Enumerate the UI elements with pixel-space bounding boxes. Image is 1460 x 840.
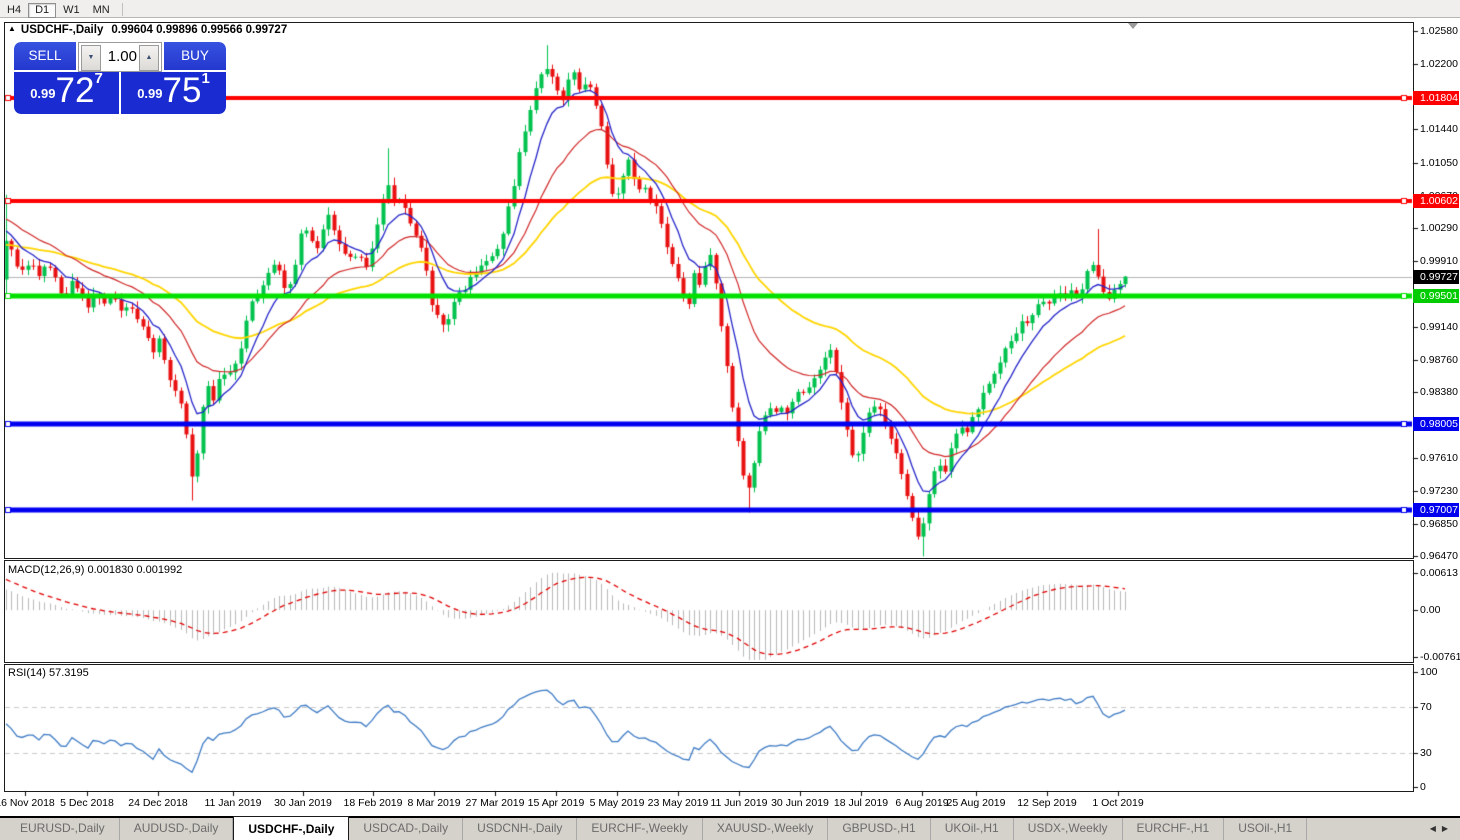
tab-scroll-left-icon[interactable]: ◀ <box>1429 824 1442 833</box>
current-price-label: 0.99727 <box>1413 269 1459 284</box>
level-price-label: 0.99501 <box>1413 288 1459 303</box>
date-tick-label: 30 Jun 2019 <box>771 797 829 809</box>
date-tick-label: 15 Apr 2019 <box>527 797 585 809</box>
date-tick-label: 27 Mar 2019 <box>465 797 525 809</box>
timeframe-toolbar: H4 D1 W1 MN <box>0 0 1460 18</box>
timeframe-buttons: H4 D1 W1 MN <box>0 0 116 18</box>
level-price-label: 1.00602 <box>1413 194 1459 209</box>
volume-value[interactable]: 1.00 <box>107 48 137 65</box>
tabs-container: EURUSD-,Daily AUDUSD-,Daily USDCHF-,Daily U… <box>0 816 1308 840</box>
date-tick-label: 5 Dec 2018 <box>60 797 114 809</box>
rsi-tick-label: 100 <box>1420 666 1438 679</box>
level-price-label: 1.01804 <box>1413 91 1459 106</box>
chart-shift-marker-icon <box>1128 23 1138 29</box>
sell-price-prefix: 0.99 <box>30 86 56 101</box>
date-tick-label: 11 Jun 2019 <box>710 797 768 809</box>
rsi-label: RSI(14) 57.3195 <box>8 667 89 679</box>
chart-tab-usdx-weekly[interactable]: USDX-,Weekly <box>1014 818 1123 840</box>
chart-tab-usdcad-daily[interactable]: USDCAD-,Daily <box>349 818 464 840</box>
macd-label: MACD(12,26,9) 0.001830 0.001992 <box>8 564 183 576</box>
title-arrow-icon: ▲ <box>8 24 16 33</box>
timeframe-button-h4[interactable]: H4 <box>7 4 22 16</box>
chart-tab-usdchf-daily[interactable]: USDCHF-,Daily <box>233 816 350 840</box>
volume-decrease-button[interactable]: ▼ <box>81 45 101 71</box>
date-tick-label: 24 Dec 2018 <box>128 797 188 809</box>
date-tick-label: 5 May 2019 <box>589 797 645 809</box>
symbol-title: USDCHF-,Daily <box>20 24 104 36</box>
chart-title: ▲ USDCHF-,Daily 0.99604 0.99896 0.99566 0.… <box>8 24 287 36</box>
sell-price-panel[interactable]: 0.99727 <box>14 70 119 114</box>
price-tick-label: 0.98380 <box>1420 386 1458 399</box>
date-tick-label: 8 Mar 2019 <box>407 797 461 809</box>
timeframe-button-w1[interactable]: W1 <box>63 4 80 16</box>
price-tick-label: 1.02580 <box>1420 25 1458 38</box>
date-tick-label: 1 Oct 2019 <box>1092 797 1144 809</box>
rsi-tick-label: 0 <box>1420 781 1426 793</box>
rsi-tick-label: 30 <box>1420 746 1432 759</box>
chart-tab-xauusd-weekly[interactable]: XAUUSD-,Weekly <box>703 818 829 840</box>
chart-tab-audusd-daily[interactable]: AUDUSD-,Daily <box>120 818 234 840</box>
price-tick-label: 0.99140 <box>1420 320 1458 333</box>
price-tick-label: 1.02200 <box>1420 58 1458 71</box>
chart-tab-usdcnh-daily[interactable]: USDCNH-,Daily <box>463 818 578 840</box>
price-tick-label: 1.00290 <box>1420 222 1458 235</box>
ohlc-values: 0.99604 0.99896 0.99566 0.99727 <box>111 24 288 36</box>
price-tick-label: 0.99910 <box>1420 254 1458 267</box>
macd-tick-label: 0.00 <box>1420 604 1441 617</box>
level-price-label: 0.97007 <box>1413 503 1459 518</box>
volume-box: ▼ 1.00 ▲ <box>78 42 162 72</box>
price-tick-label: 0.97230 <box>1420 485 1458 498</box>
one-click-trade-widget: SELL ▼ 1.00 ▲ BUY 0.99727 0.99751 <box>14 42 226 114</box>
chart-tab-ukoil-h1[interactable]: UKOil-,H1 <box>931 818 1014 840</box>
price-tick-label: 0.98760 <box>1420 353 1458 366</box>
date-tick-label: 12 Sep 2019 <box>1017 797 1077 809</box>
date-tick-label: 6 Aug 2019 <box>895 797 949 809</box>
macd-tick-label: 0.00613 <box>1420 566 1458 579</box>
rsi-tick-label: 70 <box>1420 700 1432 713</box>
macd-tick-label: -0.00761 <box>1420 650 1460 663</box>
buy-button[interactable]: BUY <box>164 42 226 70</box>
sell-price-pip: 7 <box>94 70 103 87</box>
date-tick-label: 25 Aug 2019 <box>946 797 1006 809</box>
price-chart-canvas[interactable] <box>0 0 1460 812</box>
buy-price-pip: 1 <box>201 70 210 87</box>
date-tick-label: 11 Jan 2019 <box>204 797 262 809</box>
chart-tab-gbpusd-h1[interactable]: GBPUSD-,H1 <box>828 818 931 840</box>
window-bottom-border <box>0 816 1460 818</box>
volume-increase-button[interactable]: ▲ <box>139 45 159 71</box>
level-price-label: 0.98005 <box>1413 417 1459 432</box>
chart-tab-eurchf-weekly[interactable]: EURCHF-,Weekly <box>577 818 703 840</box>
price-tick-label: 1.01050 <box>1420 156 1458 169</box>
chart-tab-usoil-h1[interactable]: USOil-,H1 <box>1224 818 1308 840</box>
toolbar-separator <box>121 3 123 17</box>
date-tick-label: 18 Feb 2019 <box>343 797 403 809</box>
chart-tab-eurusd-daily[interactable]: EURUSD-,Daily <box>6 818 120 840</box>
date-tick-label: 18 Jul 2019 <box>833 797 889 809</box>
sell-price-big: 72 <box>55 71 95 110</box>
price-tick-label: 0.96470 <box>1420 550 1458 563</box>
date-tick-label: 30 Jan 2019 <box>274 797 332 809</box>
date-tick-label: 16 Nov 2018 <box>0 797 55 809</box>
tab-scroll-right-icon[interactable]: ▶ <box>1441 824 1454 833</box>
timeframe-button-mn[interactable]: MN <box>92 4 110 16</box>
chart-tab-bar: EURUSD-,Daily AUDUSD-,Daily USDCHF-,Daily U… <box>0 816 1460 840</box>
timeframe-button-d1[interactable]: D1 <box>28 3 57 18</box>
price-tick-label: 0.97610 <box>1420 452 1458 465</box>
buy-price-prefix: 0.99 <box>137 86 163 101</box>
chart-tab-eurchf-h1[interactable]: EURCHF-,H1 <box>1123 818 1225 840</box>
sell-button[interactable]: SELL <box>14 42 76 70</box>
date-tick-label: 23 May 2019 <box>647 797 709 809</box>
buy-price-panel[interactable]: 0.99751 <box>121 70 226 114</box>
buy-price-big: 75 <box>162 71 202 110</box>
price-tick-label: 0.96850 <box>1420 517 1458 530</box>
price-tick-label: 1.01440 <box>1420 123 1458 136</box>
tab-scroll-arrows[interactable]: ◀▶ <box>1430 824 1454 833</box>
